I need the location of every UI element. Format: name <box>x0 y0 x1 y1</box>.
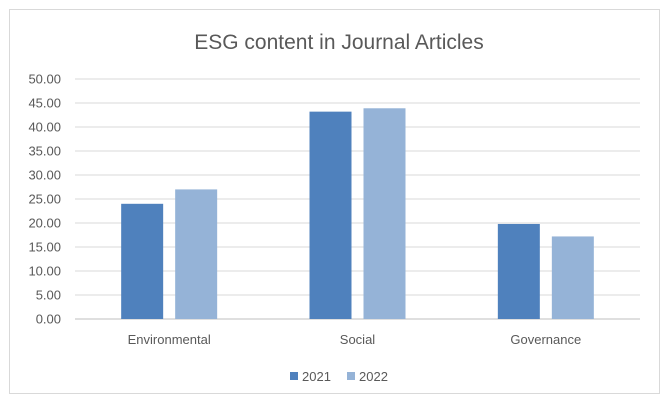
y-axis-tick-labels: 0.00 5.00 10.00 15.00 20.00 25.00 30.00 35.00 40… <box>28 72 61 327</box>
y-tick-label: 20.00 <box>28 216 61 231</box>
legend: 2021 2022 <box>290 369 388 384</box>
bar-series <box>121 108 594 319</box>
y-tick-label: 40.00 <box>28 120 61 135</box>
bar-2022-social <box>363 108 406 319</box>
bar-2022-environmental <box>175 189 218 319</box>
y-tick-label: 0.00 <box>36 312 61 327</box>
y-tick-label: 10.00 <box>28 264 61 279</box>
legend-label-2021: 2021 <box>302 369 331 384</box>
y-tick-label: 5.00 <box>36 288 61 303</box>
x-axis-category-labels: Environmental Social Governance <box>128 332 582 347</box>
chart-title: ESG content in Journal Articles <box>194 31 483 54</box>
y-tick-label: 25.00 <box>28 192 61 207</box>
bar-2021-governance <box>497 223 540 319</box>
x-category-label: Governance <box>510 332 581 347</box>
y-tick-label: 30.00 <box>28 168 61 183</box>
bar-2021-social <box>309 111 352 319</box>
y-tick-label: 15.00 <box>28 240 61 255</box>
gridlines <box>75 78 640 320</box>
legend-swatch-2022 <box>347 372 355 380</box>
x-category-label: Environmental <box>128 332 211 347</box>
bar-2021-environmental <box>121 203 164 319</box>
legend-swatch-2021 <box>290 372 298 380</box>
y-tick-label: 35.00 <box>28 144 61 159</box>
bar-2022-governance <box>551 236 594 319</box>
y-tick-label: 50.00 <box>28 72 61 87</box>
x-category-label: Social <box>340 332 376 347</box>
legend-label-2022: 2022 <box>359 369 388 384</box>
y-tick-label: 45.00 <box>28 96 61 111</box>
